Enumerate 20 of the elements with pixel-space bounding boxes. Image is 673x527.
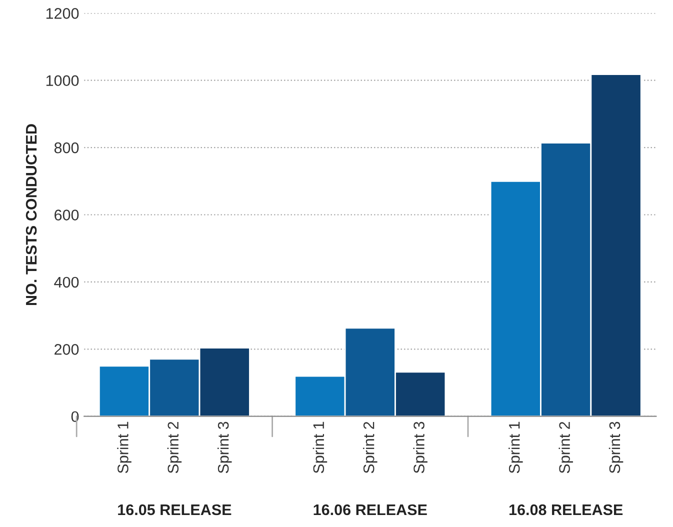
x-tick-label: Sprint 2 xyxy=(167,422,182,474)
x-tick-label: Sprint 1 xyxy=(508,422,523,474)
x-tick-label: Sprint 2 xyxy=(363,422,378,474)
x-tick-label: Sprint 3 xyxy=(218,422,232,474)
text: 16.06 RELEASE xyxy=(314,504,427,516)
y-tick-label: 1000 xyxy=(46,75,79,86)
y-tick-label: 1200 xyxy=(46,8,79,19)
y-tick-label: 200 xyxy=(54,344,79,355)
y-tick-label: 600 xyxy=(54,210,79,220)
x-tick-label: Sprint 3 xyxy=(413,422,428,474)
y-tick-label: 800 xyxy=(54,142,79,154)
x-tick-label: Sprint 3 xyxy=(608,422,624,474)
x-tick-label: Sprint 2 xyxy=(558,422,573,474)
x-tick-label: Sprint 1 xyxy=(312,422,328,474)
text: 16.08 RELEASE xyxy=(509,504,623,516)
y-tick-label: 0 xyxy=(71,411,79,422)
x-tick-label: Sprint 1 xyxy=(117,422,132,474)
text: 16.05 RELEASE xyxy=(118,504,232,516)
y-tick-label: 400 xyxy=(54,276,79,288)
y-axis-title: NO. TESTS CONDUCTED xyxy=(26,124,37,305)
